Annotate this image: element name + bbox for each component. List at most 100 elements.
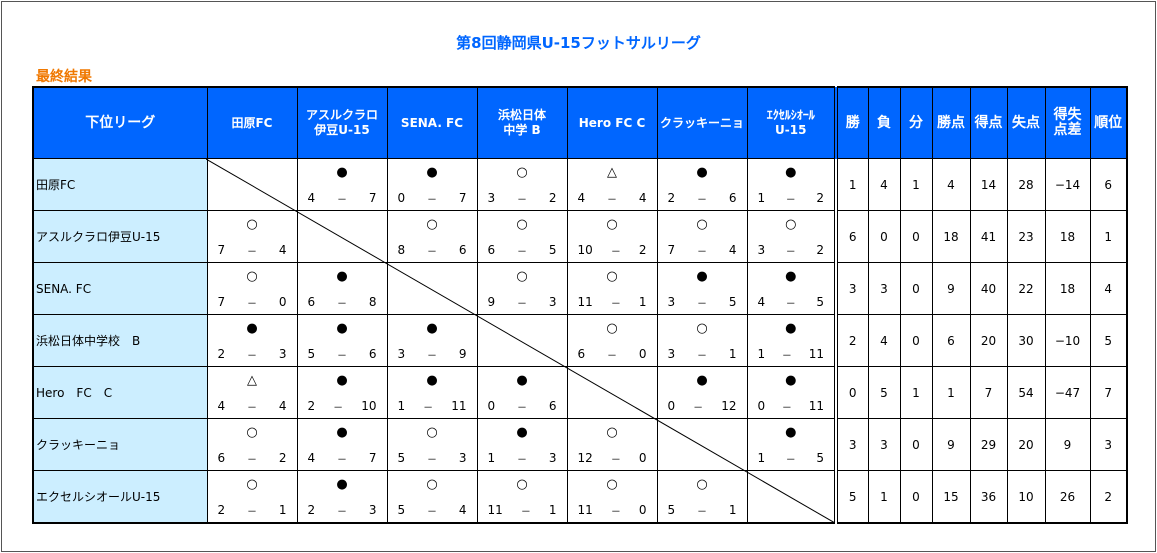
stat-value: 15: [931, 470, 971, 524]
score: 0 － 7: [398, 191, 467, 206]
goals-for: 2: [307, 399, 316, 413]
header-team: 田原FC: [206, 86, 298, 159]
goals-for: 4: [757, 295, 766, 309]
score-dash: －: [517, 455, 527, 466]
stat-value: 7: [1089, 366, 1128, 419]
score: 4 － 7: [308, 451, 377, 466]
result-mark: △: [607, 165, 617, 180]
stat-value: 9: [1044, 418, 1091, 471]
match-result: ● 0 － 6: [476, 366, 568, 419]
result-mark: ○: [246, 425, 258, 440]
goals-against: 7: [368, 451, 377, 465]
stat-value: 0: [899, 210, 933, 263]
table-row: SENA. FC ○ 7 － 0 ● 6 － 8 ○ 9 － 3 ○ 11 － 1 ● 3 － 5 ● 4 － 5 3 3 0 9 40 2…: [32, 262, 1128, 315]
score: 2 － 6: [668, 191, 737, 206]
result-mark: ○: [426, 217, 438, 232]
goals-for: 0: [667, 399, 676, 413]
goals-for: 6: [307, 295, 316, 309]
stat-value: 0: [834, 366, 869, 419]
score: 1 － 11: [758, 347, 825, 362]
goals-for: 7: [667, 243, 676, 257]
goals-for: 2: [667, 191, 676, 205]
score-dash: －: [427, 247, 437, 258]
stat-value: 0: [899, 418, 933, 471]
result-mark: ●: [696, 165, 708, 180]
result-mark: ○: [426, 477, 438, 492]
goals-against: 4: [728, 243, 737, 257]
result-mark: ●: [785, 321, 797, 336]
match-result: ● 4 － 7: [296, 158, 388, 211]
team-name: 浜松日体中学校 B: [32, 314, 208, 367]
match-result: ○ 11 － 0: [566, 470, 658, 524]
goals-for: 1: [487, 451, 496, 465]
score: 6 － 5: [488, 243, 557, 258]
goals-for: 3: [757, 243, 766, 257]
score-dash: －: [697, 507, 707, 518]
stat-value: 4: [867, 158, 901, 211]
goals-for: 5: [397, 503, 406, 517]
goals-against: 5: [548, 243, 557, 257]
stat-value: −10: [1044, 314, 1091, 367]
goals-against: 0: [638, 503, 647, 517]
goals-against: 0: [278, 295, 287, 309]
match-result: ○ 11 － 1: [476, 470, 568, 524]
score: 4 － 5: [758, 295, 825, 310]
score-dash: －: [337, 195, 347, 206]
match-result: ● 1 － 2: [746, 158, 837, 211]
score-dash: －: [697, 351, 707, 362]
goals-for: 12: [577, 451, 593, 465]
score: 11 － 0: [578, 503, 647, 518]
stat-value: 7: [969, 366, 1008, 419]
match-result: ○ 10 － 2: [566, 210, 658, 263]
score-dash: －: [247, 299, 257, 310]
self-match-cell: [476, 314, 568, 367]
stat-value: 1: [1089, 210, 1128, 263]
stat-value: 2: [834, 314, 869, 367]
stat-value: 9: [931, 262, 971, 315]
score-dash: －: [785, 299, 796, 310]
result-mark: ●: [336, 425, 348, 440]
stat-value: 54: [1006, 366, 1046, 419]
result-mark: ○: [606, 477, 618, 492]
score: 11 － 1: [488, 503, 557, 518]
goals-for: 4: [217, 399, 226, 413]
score: 11 － 1: [578, 295, 647, 310]
score-dash: －: [610, 455, 621, 466]
score-dash: －: [610, 507, 621, 518]
goals-for: 7: [217, 295, 226, 309]
score: 0 － 12: [668, 399, 737, 414]
team-name: エクセルシオールU-15: [32, 470, 208, 524]
goals-for: 6: [487, 243, 496, 257]
result-mark: ○: [785, 217, 797, 232]
score: 0 － 11: [758, 399, 825, 414]
stat-value: 30: [1006, 314, 1046, 367]
score-dash: －: [247, 403, 257, 414]
goals-against: 1: [728, 347, 737, 361]
score: 3 － 9: [398, 347, 467, 362]
stat-value: 5: [1089, 314, 1128, 367]
result-mark: ●: [516, 425, 528, 440]
score-dash: －: [785, 247, 796, 258]
match-result: ○ 8 － 6: [386, 210, 478, 263]
goals-for: 1: [757, 451, 766, 465]
result-mark: ●: [426, 165, 438, 180]
score-dash: －: [517, 403, 527, 414]
goals-against: 3: [368, 503, 377, 517]
stat-value: 3: [834, 262, 869, 315]
stat-value: 3: [1089, 418, 1128, 471]
match-result: ○ 3 － 2: [476, 158, 568, 211]
stat-value: 2: [1089, 470, 1128, 524]
header-team: Hero FC C: [566, 86, 658, 159]
goals-for: 5: [397, 451, 406, 465]
stat-value: 4: [867, 314, 901, 367]
score: 4 － 4: [578, 191, 647, 206]
goals-for: 9: [487, 295, 496, 309]
goals-against: 8: [368, 295, 377, 309]
stat-value: 18: [1044, 262, 1091, 315]
score: 5 － 4: [398, 503, 467, 518]
stat-value: 6: [931, 314, 971, 367]
header-team: ｴｸｾﾙｼｵｰﾙ U-15: [746, 86, 837, 159]
stat-value: 0: [899, 314, 933, 367]
header-league: 下位リーグ: [32, 86, 208, 159]
goals-against: 3: [548, 295, 557, 309]
